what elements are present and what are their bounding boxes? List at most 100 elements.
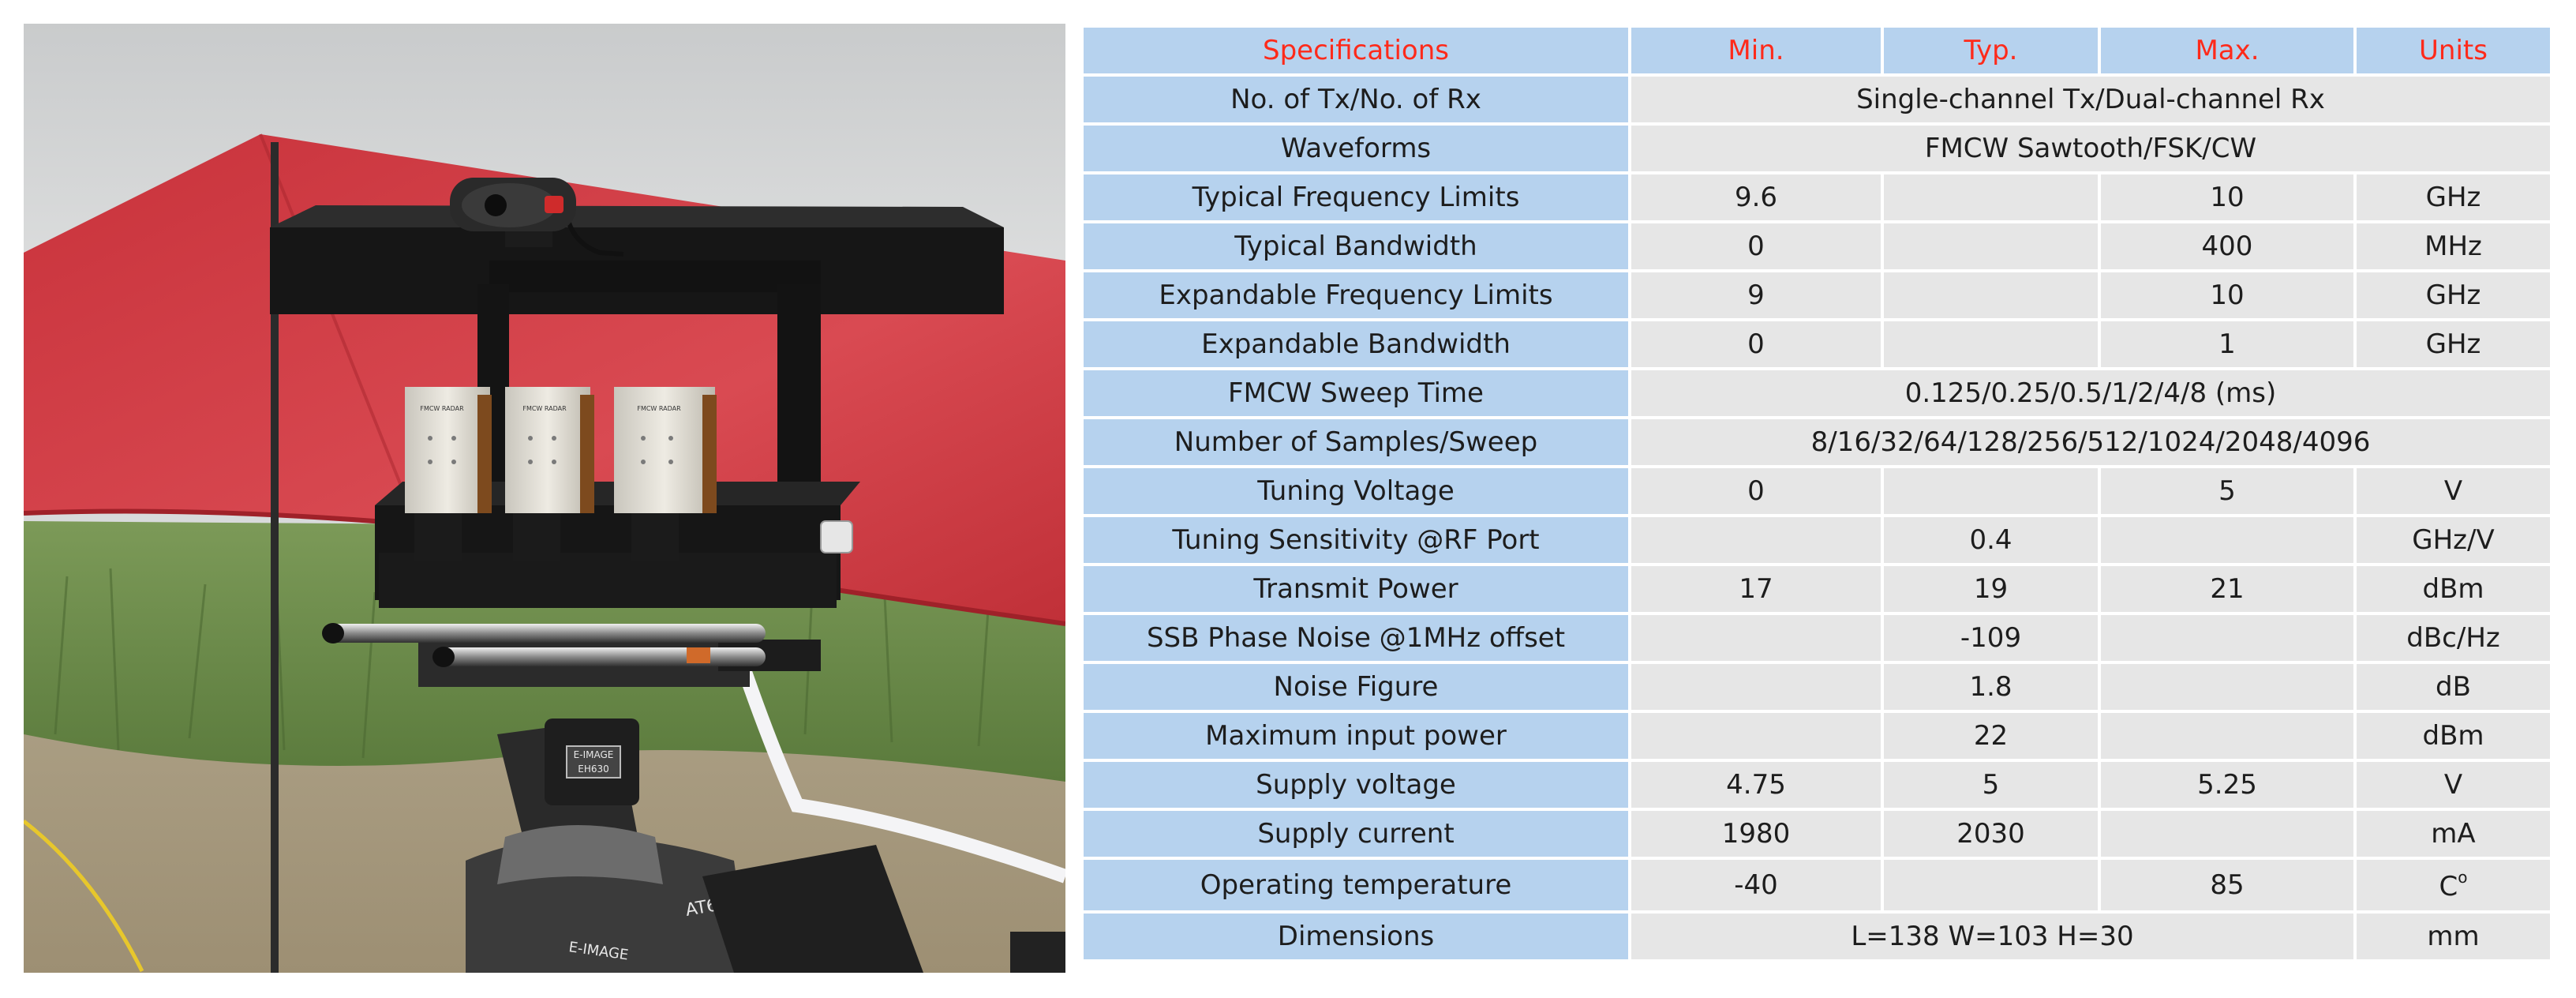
min-value: -40 (1631, 860, 1881, 910)
units-text: C (2439, 871, 2458, 902)
spec-name: Supply current (1084, 811, 1628, 857)
max-value (2101, 664, 2353, 710)
units-value: dBm (2357, 566, 2550, 612)
units-value: mA (2357, 811, 2550, 857)
max-value: 85 (2101, 860, 2353, 910)
spec-name: FMCW Sweep Time (1084, 370, 1628, 416)
spec-name: Transmit Power (1084, 566, 1628, 612)
spec-name: Operating temperature (1084, 860, 1628, 910)
max-value: 400 (2101, 223, 2353, 269)
min-value: 0 (1631, 321, 1881, 367)
typ-value (1884, 321, 2098, 367)
max-value: 5.25 (2101, 762, 2353, 808)
table-header-row: Specifications Min. Typ. Max. Units (1084, 28, 2550, 73)
max-value (2101, 713, 2353, 759)
spec-name: Expandable Bandwidth (1084, 321, 1628, 367)
min-value: 4.75 (1631, 762, 1881, 808)
spec-value: 0.125/0.25/0.5/1/2/4/8 (ms) (1631, 370, 2550, 416)
units-value: dBc/Hz (2357, 615, 2550, 661)
table-row: Noise Figure 1.8 dB (1084, 664, 2550, 710)
min-value: 0 (1631, 468, 1881, 514)
typ-value: 5 (1884, 762, 2098, 808)
table-row: Transmit Power 17 19 21 dBm (1084, 566, 2550, 612)
table-row: Supply voltage 4.75 5 5.25 V (1084, 762, 2550, 808)
table-row: Typical Frequency Limits 9.6 10 GHz (1084, 174, 2550, 220)
typ-value (1884, 468, 2098, 514)
typ-value (1884, 272, 2098, 318)
tripod-head-model: EH630 (578, 764, 609, 775)
table-row: Expandable Frequency Limits 9 10 GHz (1084, 272, 2550, 318)
degree-symbol: o (2458, 868, 2468, 887)
max-value: 1 (2101, 321, 2353, 367)
table-row: Number of Samples/Sweep 8/16/32/64/128/2… (1084, 419, 2550, 465)
radar-board-3-text: FMCW RADAR (637, 405, 681, 412)
spec-name: No. of Tx/No. of Rx (1084, 77, 1628, 122)
spec-name: Typical Bandwidth (1084, 223, 1628, 269)
webcam-icon (450, 178, 624, 257)
units-value: GHz (2357, 174, 2550, 220)
min-value (1631, 615, 1881, 661)
spec-name: Tuning Voltage (1084, 468, 1628, 514)
spec-name: SSB Phase Noise @1MHz offset (1084, 615, 1628, 661)
radar-board-2: FMCW RADAR (505, 387, 594, 561)
typ-value: 1.8 (1884, 664, 2098, 710)
spec-name: Typical Frequency Limits (1084, 174, 1628, 220)
spec-name: Expandable Frequency Limits (1084, 272, 1628, 318)
tripod-head-brand: E-IMAGE (574, 749, 614, 760)
units-value: GHz (2357, 272, 2550, 318)
max-value: 5 (2101, 468, 2353, 514)
typ-value: 2030 (1884, 811, 2098, 857)
header-specifications: Specifications (1084, 28, 1628, 73)
table-row: Expandable Bandwidth 0 1 GHz (1084, 321, 2550, 367)
units-value: V (2357, 762, 2550, 808)
specifications-table: Specifications Min. Typ. Max. Units No. … (1080, 24, 2553, 962)
radar-board-1-text: FMCW RADAR (420, 405, 464, 412)
units-value: V (2357, 468, 2550, 514)
table-row: Tuning Voltage 0 5 V (1084, 468, 2550, 514)
units-value: dBm (2357, 713, 2550, 759)
max-value (2101, 615, 2353, 661)
typ-value: 0.4 (1884, 517, 2098, 563)
typ-value: -109 (1884, 615, 2098, 661)
typ-value (1884, 223, 2098, 269)
spec-name: Maximum input power (1084, 713, 1628, 759)
min-value (1631, 664, 1881, 710)
spec-name: Number of Samples/Sweep (1084, 419, 1628, 465)
spec-name: Tuning Sensitivity @RF Port (1084, 517, 1628, 563)
table-row: Typical Bandwidth 0 400 MHz (1084, 223, 2550, 269)
spec-value: L=138 W=103 H=30 (1631, 914, 2353, 959)
spec-name: Supply voltage (1084, 762, 1628, 808)
spec-name: Dimensions (1084, 914, 1628, 959)
typ-value: 19 (1884, 566, 2098, 612)
table-row: Supply current 1980 2030 mA (1084, 811, 2550, 857)
radar-board-2-text: FMCW RADAR (522, 405, 567, 412)
header-units: Units (2357, 28, 2550, 73)
max-value (2101, 517, 2353, 563)
min-value (1631, 713, 1881, 759)
units-value: MHz (2357, 223, 2550, 269)
max-value (2101, 811, 2353, 857)
min-value: 1980 (1631, 811, 1881, 857)
units-value: mm (2357, 914, 2550, 959)
units-value: GHz (2357, 321, 2550, 367)
max-value: 10 (2101, 272, 2353, 318)
table-row: Operating temperature -40 85 Co (1084, 860, 2550, 910)
min-value: 0 (1631, 223, 1881, 269)
min-value: 17 (1631, 566, 1881, 612)
spec-name: Waveforms (1084, 126, 1628, 171)
table-row: Waveforms FMCW Sawtooth/FSK/CW (1084, 126, 2550, 171)
radar-board-3: FMCW RADAR (614, 387, 717, 561)
typ-value (1884, 174, 2098, 220)
max-value: 10 (2101, 174, 2353, 220)
table-row: No. of Tx/No. of Rx Single-channel Tx/Du… (1084, 77, 2550, 122)
table-row: FMCW Sweep Time 0.125/0.25/0.5/1/2/4/8 (… (1084, 370, 2550, 416)
radar-setup-photo: E-IMAGE EH630 AT630 E-IMAGE FMCW RADAR (24, 24, 1065, 973)
typ-value: 22 (1884, 713, 2098, 759)
min-value: 9.6 (1631, 174, 1881, 220)
units-value: GHz/V (2357, 517, 2550, 563)
header-typ: Typ. (1884, 28, 2098, 73)
max-value: 21 (2101, 566, 2353, 612)
typ-value (1884, 860, 2098, 910)
spec-value: FMCW Sawtooth/FSK/CW (1631, 126, 2550, 171)
spec-value: 8/16/32/64/128/256/512/1024/2048/4096 (1631, 419, 2550, 465)
